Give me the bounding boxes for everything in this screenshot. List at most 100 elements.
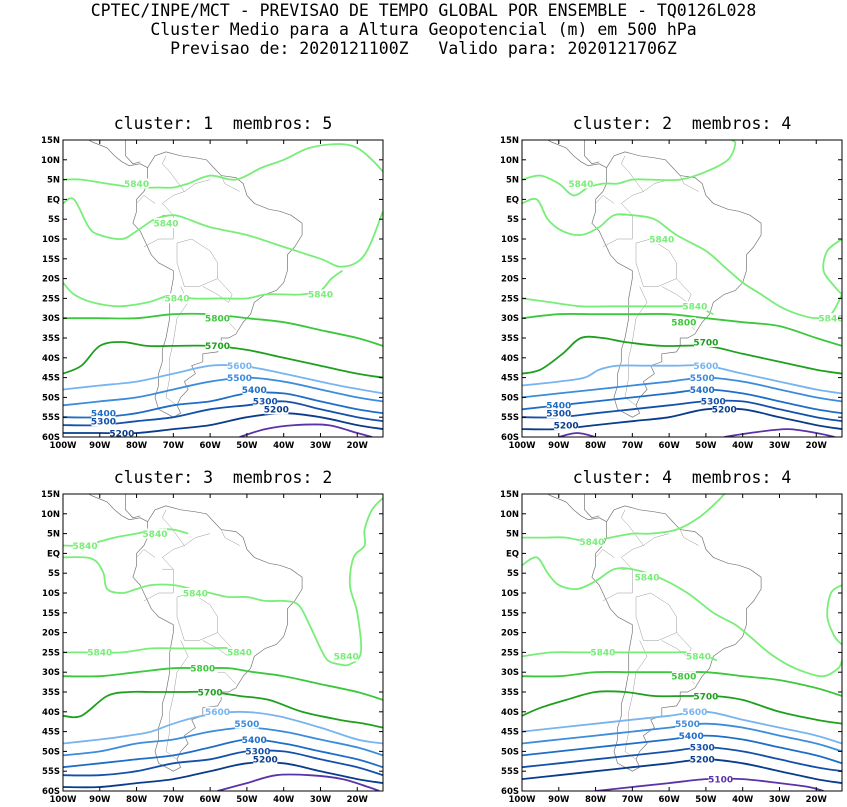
lat-tick-label: 40S [42,354,60,364]
coastline [576,494,600,519]
contour-label-5400: 5400 [546,402,571,412]
contour-label-bg [153,218,178,229]
contour-label-bg [245,746,270,757]
lat-tick-label: 15S [501,255,519,265]
contour-label-bg [190,663,215,674]
lat-tick-label: 10N [41,156,60,166]
contour-label-bg [308,289,333,300]
contour-label-bg [234,718,259,729]
contour-label-bg [671,317,696,328]
contour-label-bg [334,651,359,662]
contour-label-bg [712,404,737,415]
country-border [217,671,237,685]
lat-tick-label: 30S [501,314,519,324]
lon-tick-label: 60W [200,795,222,805]
lon-tick-label: 80W [585,795,607,805]
map-frame [521,493,843,792]
map-panel-3: 5840 5840 5840 5840 5840 5840 5800 5700 5600 5500… [41,490,384,805]
lat-tick-label: 5N [47,530,60,540]
contour-label-5840: 5840 [635,573,660,583]
contour-label-bg [690,742,715,753]
map-panel-1: 5840 5840 5840 5840 5800 5700 5600 5500 5400 5400… [41,136,384,451]
contour-label-5500: 5500 [675,720,700,730]
contour-label-bg [165,293,190,304]
panel-title-2: cluster: 2 membros: 4 [572,114,792,133]
contour-5300 [63,749,383,777]
header-title: CPTEC/INPE/MCT - PREVISAO DE TEMPO GLOBA… [90,1,757,20]
lon-tick-label: 40W [273,795,295,805]
contour-5100 [724,428,835,437]
lon-tick-label: 100W [49,441,77,451]
contour-label-5600: 5600 [227,362,252,372]
contour-label-5840: 5840 [308,291,333,301]
contour-label-bg [73,540,98,551]
lat-tick-label: 25S [501,648,519,658]
contour-label-bg [546,400,571,411]
lon-tick-label: 100W [49,795,77,805]
coastline [88,494,148,523]
contour-5840 [63,143,383,189]
country-border [161,191,185,216]
contour-label-5200: 5200 [554,421,579,431]
contour-label-bg [124,178,149,189]
lat-tick-label: EQ [47,549,60,559]
contour-label-bg [679,730,704,741]
country-border [161,545,185,570]
contour-label-5840: 5840 [227,649,252,659]
header-subtitle: Cluster Medio para a Altura Geopotencial… [150,20,697,39]
country-border [620,545,644,570]
lat-tick-label: 20S [501,629,519,639]
contour-label-5300: 5300 [701,398,726,408]
lon-tick-label: 70W [163,441,185,451]
lon-tick-label: 90W [89,795,111,805]
lat-tick-label: 35S [501,688,519,698]
lat-tick-label: 50S [501,393,519,403]
map-frame [62,139,384,438]
lon-tick-label: 50W [236,441,258,451]
contour-label-bg [183,588,208,598]
lat-tick-label: 50S [501,747,519,757]
contour-label-5300: 5300 [546,410,571,420]
contour-5840 [822,238,842,296]
lon-tick-label: 90W [548,441,570,451]
lon-tick-label: 70W [622,441,644,451]
country-border [621,509,670,546]
contour-label-bg [671,671,696,682]
lat-tick-label: 45S [501,728,519,738]
lat-tick-label: 40S [501,354,519,364]
country-border [176,592,218,641]
contour-5700 [63,341,383,379]
lat-tick-label: 35S [501,334,519,344]
contour-label-5500: 5500 [234,720,259,730]
contour-5500 [63,376,383,407]
lat-tick-label: 5S [48,569,60,579]
contour-5840 [63,497,383,667]
contour-label-bg [227,647,252,658]
lat-tick-label: 15S [501,609,519,619]
lat-tick-label: 20S [501,275,519,285]
contour-label-5200: 5200 [264,406,289,416]
lat-tick-label: 15S [42,609,60,619]
lon-tick-label: 30W [769,441,791,451]
contour-label-5400: 5400 [242,386,267,396]
country-border [595,549,615,558]
lat-tick-label: 25S [42,294,60,304]
contour-5100 [239,423,373,437]
contour-label-5840: 5840 [142,530,167,540]
lon-tick-label: 50W [695,441,717,451]
contour-label-5800: 5800 [671,318,696,328]
contour-label-bg [198,687,223,697]
contour-label-bg [227,360,252,371]
contour-label-5840: 5840 [579,538,604,548]
panel-title-4: cluster: 4 membros: 4 [572,468,792,487]
contour-label-bg [205,706,230,717]
contour-5800 [522,313,842,347]
contour-label-5700: 5700 [205,342,230,352]
contour-label-bg [635,572,660,583]
contour-5600 [63,710,383,745]
lat-tick-label: 45S [42,374,60,384]
contour-label-5800: 5800 [205,315,230,325]
contour-label-bg [708,774,733,785]
lat-tick-label: 50S [42,747,60,757]
lat-tick-label: 45S [501,374,519,384]
